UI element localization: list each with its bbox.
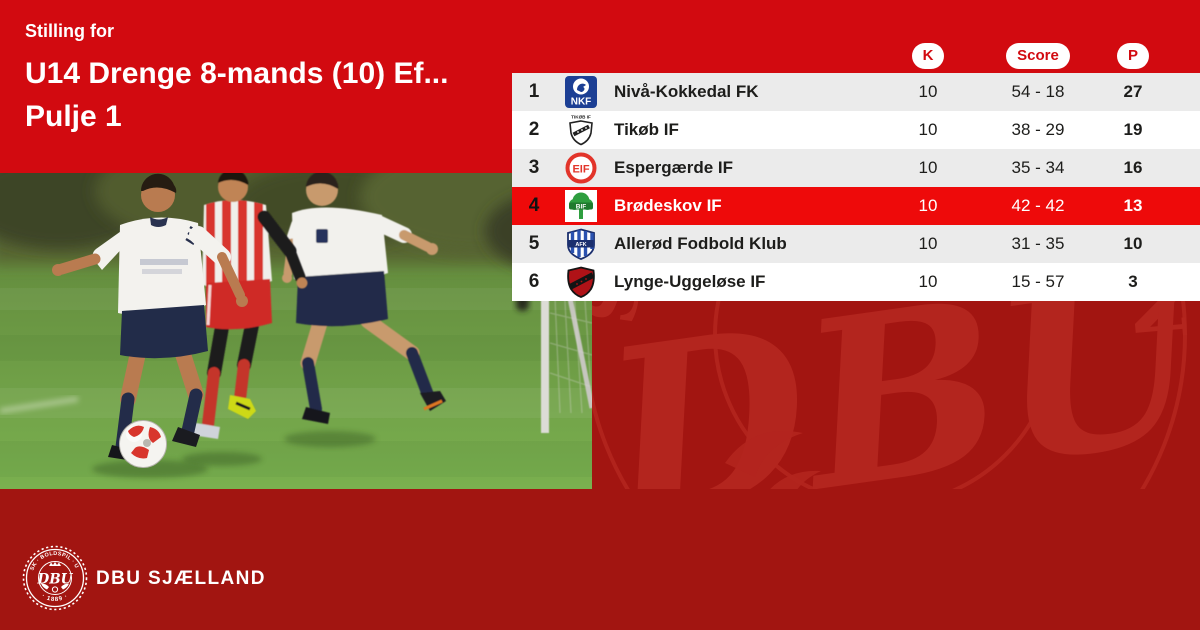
col-header-p-pill: P <box>1116 43 1149 69</box>
espergaerde-if-logo-icon: EIF <box>564 151 598 185</box>
points-cell: 19 <box>1123 120 1143 139</box>
club-name: Espergærde IF <box>614 158 734 177</box>
points-cell: 16 <box>1123 158 1143 177</box>
page-title: U14 Drenge 8-mands (10) Ef... <box>25 57 449 90</box>
club-name: Tikøb IF <box>614 120 679 139</box>
svg-text:· 1889 ·: · 1889 · <box>40 593 69 603</box>
position-cell: 4 <box>528 195 540 216</box>
position-cell: 6 <box>528 271 540 292</box>
table-row: 5 AFK Allerød Fodbold Klub 10 31 - 35 10 <box>512 225 1200 263</box>
points-cell: 27 <box>1123 82 1143 101</box>
table-row: 2 TIKØB IF Tikøb IF 10 38 - 29 19 <box>512 111 1200 149</box>
header-titles: Stilling for U14 Drenge 8-mands (10) Ef.… <box>25 20 512 140</box>
svg-text:NKF: NKF <box>571 97 592 108</box>
position-cell: 1 <box>528 81 540 102</box>
position-cell: 5 <box>528 233 540 254</box>
svg-text:AFK: AFK <box>575 242 586 248</box>
table-header: K Score P <box>512 43 1200 69</box>
points-cell: 3 <box>1128 272 1138 291</box>
dbu-crest-logo-icon: DANSK · BOLDSPIL · UNION · 1889 · DBU <box>20 541 88 611</box>
club-name: Nivå-Kokkedal FK <box>614 82 759 101</box>
table-row: 6 Lynge-Uggeløse IF 10 15 - 57 3 <box>512 263 1200 301</box>
lynge-uggelose-if-logo-icon <box>564 265 598 299</box>
page-subtitle: Pulje 1 <box>25 100 122 133</box>
table-row: 1 NKF Nivå-Kokkedal FK 10 54 - 18 27 <box>512 73 1200 111</box>
match-photo-illustration <box>0 141 645 489</box>
matches-cell: 10 <box>918 234 938 253</box>
matches-cell: 10 <box>918 120 938 139</box>
position-cell: 3 <box>528 157 540 178</box>
table-row: 3 EIF Espergærde IF 10 35 - 34 16 <box>512 149 1200 187</box>
club-name: Brødeskov IF <box>614 196 722 215</box>
points-cell: 13 <box>1123 196 1143 215</box>
club-name: Lynge-Uggeløse IF <box>614 272 766 291</box>
score-cell: 35 - 34 <box>1011 158 1065 177</box>
points-cell: 10 <box>1123 234 1143 253</box>
score-cell: 38 - 29 <box>1011 120 1065 139</box>
allerod-fodbold-klub-logo-icon: AFK <box>564 227 598 261</box>
score-cell: 42 - 42 <box>1011 196 1065 215</box>
score-cell: 54 - 18 <box>1011 82 1065 101</box>
player-white-right <box>282 171 446 424</box>
matches-cell: 10 <box>918 196 938 215</box>
position-cell: 2 <box>528 119 540 140</box>
brand-name: DBU SJÆLLAND <box>96 568 266 589</box>
match-photo <box>0 141 645 489</box>
svg-text:DBU: DBU <box>37 572 74 588</box>
svg-text:EIF: EIF <box>572 164 589 176</box>
col-header-k-pill: K <box>911 43 945 69</box>
tikob-if-logo-icon: TIKØB IF <box>564 113 598 147</box>
player-white-left <box>52 173 248 461</box>
soccer-ball <box>119 420 167 468</box>
col-header-score-pill: Score <box>1006 43 1070 69</box>
standings-table: K Score P 1 NKF Nivå-Kokkedal FK 10 54 -… <box>512 43 1200 301</box>
player-red-stripes <box>192 169 308 439</box>
matches-cell: 10 <box>918 158 938 177</box>
score-cell: 15 - 57 <box>1011 272 1065 291</box>
footer: DANSK · BOLDSPIL · UNION · 1889 · DBU DB… <box>0 489 1200 630</box>
eyebrow-label: Stilling for <box>25 21 114 41</box>
club-name: Allerød Fodbold Klub <box>614 234 787 253</box>
matches-cell: 10 <box>918 272 938 291</box>
table-row-highlighted: 4 BIF Brødeskov IF 10 42 - 42 13 <box>512 187 1200 225</box>
niva-kokkedal-fk-logo-icon: NKF <box>564 75 598 109</box>
svg-text:TIKØB IF: TIKØB IF <box>571 115 591 120</box>
svg-text:BIF: BIF <box>576 203 587 210</box>
brodeskov-if-logo-icon: BIF <box>564 189 598 223</box>
score-cell: 31 - 35 <box>1011 234 1065 253</box>
matches-cell: 10 <box>918 82 938 101</box>
